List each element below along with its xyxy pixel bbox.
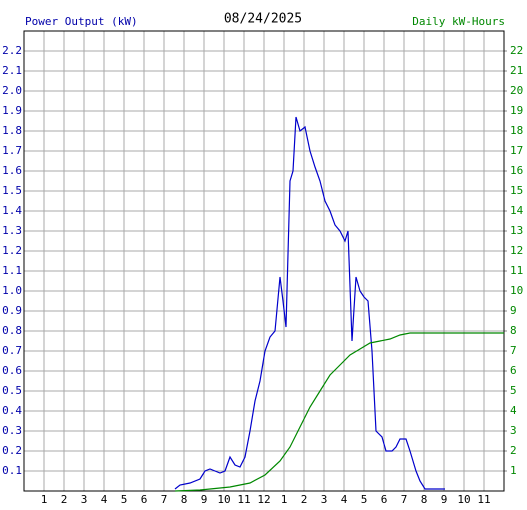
y-tick-label: 1.9 — [2, 104, 22, 117]
x-tick-label: 10 — [457, 493, 470, 506]
y-tick-label: 0.4 — [2, 404, 22, 417]
x-tick-label: 7 — [401, 493, 408, 506]
y2-tick-label: 12 — [510, 244, 523, 257]
y2-tick-label: 18 — [510, 124, 523, 137]
x-tick-label: 5 — [361, 493, 368, 506]
x-tick-label: 8 — [181, 493, 188, 506]
y-tick-label: 1.2 — [2, 244, 22, 257]
y-tick-label: 2.0 — [2, 84, 22, 97]
y-axis-label: Power Output (kW) — [25, 15, 138, 28]
y2-tick-label: 8 — [510, 324, 517, 337]
x-tick-label: 5 — [121, 493, 128, 506]
y2-tick-label: 13 — [510, 224, 523, 237]
x-tick-label: 1 — [41, 493, 48, 506]
x-tick-label: 9 — [441, 493, 448, 506]
y2-tick-label: 10 — [510, 284, 523, 297]
y2-tick-label: 3 — [510, 424, 517, 437]
x-tick-label: 1 — [281, 493, 288, 506]
x-tick-label: 9 — [201, 493, 208, 506]
x-tick-label: 2 — [301, 493, 308, 506]
x-tick-label: 3 — [321, 493, 328, 506]
y-tick-label: 0.7 — [2, 344, 22, 357]
y-tick-label: 1.8 — [2, 124, 22, 137]
y-tick-label: 1.6 — [2, 164, 22, 177]
y-tick-label: 0.2 — [2, 444, 22, 457]
x-tick-label: 10 — [217, 493, 230, 506]
y2-axis-label: Daily kW-Hours — [412, 15, 505, 28]
y2-tick-label: 19 — [510, 104, 523, 117]
y2-tick-label: 7 — [510, 344, 517, 357]
x-tick-label: 4 — [101, 493, 108, 506]
y-tick-label: 0.6 — [2, 364, 22, 377]
y2-tick-label: 5 — [510, 384, 517, 397]
x-tick-label: 2 — [61, 493, 68, 506]
x-tick-label: 12 — [257, 493, 270, 506]
y2-tick-label: 9 — [510, 304, 517, 317]
y-tick-label: 0.3 — [2, 424, 22, 437]
y-tick-label: 1.3 — [2, 224, 22, 237]
y2-tick-label: 15 — [510, 184, 523, 197]
y2-tick-label: 2 — [510, 444, 517, 457]
chart-title: 08/24/2025 — [224, 12, 302, 27]
x-tick-label: 8 — [421, 493, 428, 506]
y-tick-label: 0.5 — [2, 384, 22, 397]
y2-tick-label: 6 — [510, 364, 517, 377]
x-tick-label: 4 — [341, 493, 348, 506]
x-tick-label: 11 — [477, 493, 490, 506]
y-tick-label: 1.7 — [2, 144, 22, 157]
y2-tick-label: 20 — [510, 84, 523, 97]
x-tick-label: 6 — [381, 493, 388, 506]
y-tick-label: 1.1 — [2, 264, 22, 277]
y-tick-label: 2.2 — [2, 44, 22, 57]
y2-tick-label: 14 — [510, 204, 524, 217]
y2-tick-label: 1 — [510, 464, 517, 477]
y-tick-label: 0.8 — [2, 324, 22, 337]
y-tick-label: 0.1 — [2, 464, 22, 477]
y-tick-label: 1.5 — [2, 184, 22, 197]
y2-tick-label: 11 — [510, 264, 523, 277]
x-tick-label: 6 — [141, 493, 148, 506]
x-tick-label: 11 — [237, 493, 250, 506]
y2-tick-label: 22 — [510, 44, 523, 57]
y-tick-label: 0.9 — [2, 304, 22, 317]
y-tick-label: 1.4 — [2, 204, 22, 217]
data-line — [174, 116, 445, 490]
y2-tick-label: 17 — [510, 144, 523, 157]
x-tick-label: 7 — [161, 493, 168, 506]
data-line — [174, 332, 504, 492]
y2-tick-label: 21 — [510, 64, 523, 77]
y2-tick-label: 4 — [510, 404, 517, 417]
x-tick-label: 3 — [81, 493, 88, 506]
y2-tick-label: 16 — [510, 164, 523, 177]
plot-border — [23, 30, 505, 492]
y-tick-label: 2.1 — [2, 64, 22, 77]
y-tick-label: 1.0 — [2, 284, 22, 297]
